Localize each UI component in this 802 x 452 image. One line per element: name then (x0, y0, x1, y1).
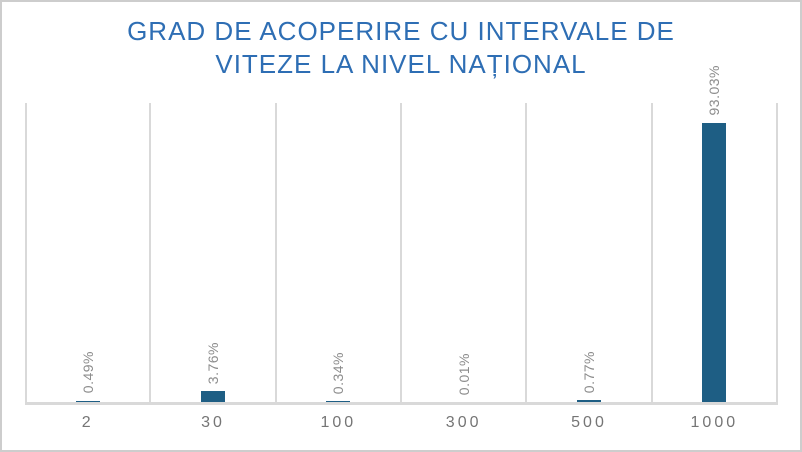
category-gridline (651, 103, 653, 405)
x-tick-label-30: 30 (201, 414, 225, 431)
bar-500[interactable] (577, 399, 601, 402)
chart-title-line-2: VITEZE LA NIVEL NAȚIONAL (215, 49, 587, 79)
category-gridline (776, 103, 778, 405)
x-tick-label-300: 300 (445, 414, 482, 431)
data-label-2: 0.49% (79, 351, 96, 394)
x-tick-label-500: 500 (571, 414, 607, 431)
category-gridline (25, 103, 27, 405)
bar-30[interactable] (201, 390, 225, 402)
x-axis-line (25, 402, 777, 405)
data-label-100: 0.34% (330, 351, 347, 394)
data-label-1000: 93.03% (706, 65, 723, 116)
category-gridline (525, 103, 527, 405)
data-label-30: 3.76% (205, 341, 221, 384)
x-axis: 2 30 100 300 500 1000 (25, 405, 777, 448)
bar-2[interactable] (75, 400, 100, 402)
chart-title: GRAD DE ACOPERIRE CU INTERVALE DE VITEZE… (2, 15, 800, 81)
category-gridline (400, 103, 402, 405)
category-gridline (275, 103, 277, 405)
x-tick-label-1000: 1000 (690, 414, 739, 431)
data-label-500: 0.77% (581, 350, 597, 393)
x-tick-label-2: 2 (81, 414, 94, 431)
data-label-300: 0.01% (455, 352, 472, 395)
bar-1000[interactable] (702, 122, 727, 402)
x-tick-label-100: 100 (320, 414, 357, 431)
category-gridline (149, 103, 151, 405)
chart-title-line-1: GRAD DE ACOPERIRE CU INTERVALE DE (127, 16, 675, 46)
bar-100[interactable] (326, 400, 351, 402)
plot-area: 0.49% 3.76% 0.34% 0.01% 0.77% 93.03% (25, 65, 778, 405)
